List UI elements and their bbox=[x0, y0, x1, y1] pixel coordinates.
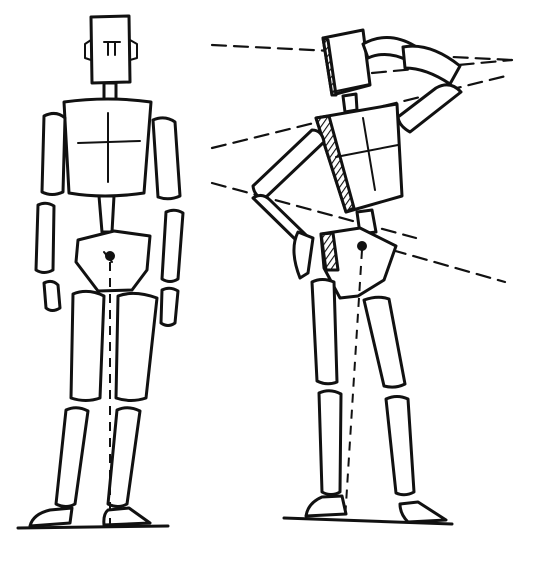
tilted-head bbox=[321, 28, 372, 97]
tilted-gravity-line bbox=[344, 249, 363, 521]
front-leg-left bbox=[28, 289, 106, 528]
figure-tilted-view bbox=[210, 28, 514, 526]
tilted-leg-right bbox=[362, 295, 448, 524]
front-torso bbox=[62, 97, 153, 198]
figure-front-view bbox=[16, 14, 185, 530]
front-arm-left bbox=[34, 111, 67, 312]
tilted-neck bbox=[341, 92, 359, 114]
front-arm-right bbox=[151, 116, 185, 327]
tilted-arm-hip bbox=[251, 128, 326, 280]
tilted-torso bbox=[314, 102, 404, 214]
tilted-ground-line bbox=[282, 516, 454, 526]
tilted-pelvis bbox=[319, 226, 398, 300]
front-ground-line bbox=[16, 524, 170, 530]
front-head bbox=[84, 14, 138, 85]
front-neck bbox=[102, 81, 118, 102]
front-pelvis bbox=[74, 229, 152, 293]
tilted-leg-left bbox=[304, 278, 348, 518]
front-waist bbox=[97, 194, 116, 234]
front-leg-right bbox=[102, 291, 159, 527]
